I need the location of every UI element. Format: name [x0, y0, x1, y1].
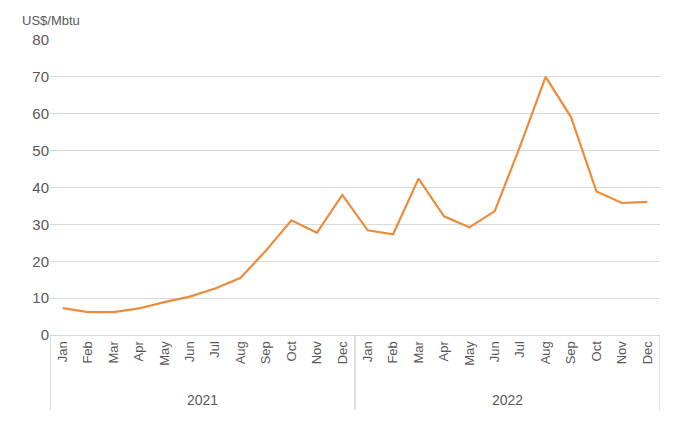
svg-text:0: 0: [41, 326, 49, 343]
svg-text:Oct: Oct: [284, 341, 299, 362]
svg-text:80: 80: [32, 31, 49, 48]
svg-text:Jun: Jun: [487, 341, 502, 362]
svg-text:Jan: Jan: [55, 341, 70, 362]
svg-text:US$/Mbtu: US$/Mbtu: [22, 13, 80, 28]
svg-text:Mar: Mar: [106, 341, 121, 364]
svg-text:50: 50: [32, 142, 49, 159]
svg-text:Dec: Dec: [640, 341, 655, 365]
svg-text:May: May: [157, 341, 172, 366]
svg-text:Sep: Sep: [563, 341, 578, 364]
svg-text:20: 20: [32, 253, 49, 270]
svg-text:Oct: Oct: [589, 341, 604, 362]
svg-text:Mar: Mar: [411, 341, 426, 364]
svg-text:Dec: Dec: [335, 341, 350, 365]
svg-text:Sep: Sep: [258, 341, 273, 364]
svg-text:Feb: Feb: [385, 341, 400, 363]
svg-text:Apr: Apr: [131, 341, 146, 362]
svg-text:Aug: Aug: [538, 341, 553, 364]
svg-text:2022: 2022: [492, 392, 523, 408]
svg-text:Jul: Jul: [207, 341, 222, 358]
svg-text:Feb: Feb: [80, 341, 95, 363]
svg-text:Apr: Apr: [436, 341, 451, 362]
svg-text:70: 70: [32, 68, 49, 85]
svg-text:Jul: Jul: [512, 341, 527, 358]
svg-text:30: 30: [32, 216, 49, 233]
svg-text:10: 10: [32, 289, 49, 306]
svg-text:60: 60: [32, 105, 49, 122]
svg-text:Nov: Nov: [309, 341, 324, 365]
svg-text:Jan: Jan: [360, 341, 375, 362]
svg-text:Aug: Aug: [233, 341, 248, 364]
svg-text:40: 40: [32, 179, 49, 196]
svg-text:May: May: [462, 341, 477, 366]
svg-text:2021: 2021: [187, 392, 218, 408]
svg-text:Nov: Nov: [614, 341, 629, 365]
svg-text:Jun: Jun: [182, 341, 197, 362]
